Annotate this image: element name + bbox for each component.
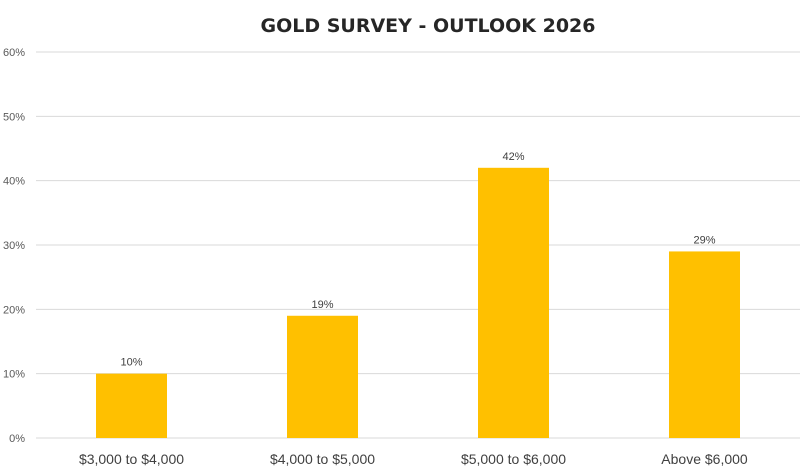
data-label: 19% bbox=[311, 299, 333, 311]
data-labels: 10% 19% 42% 29% bbox=[120, 151, 715, 369]
y-tick-label: 60% bbox=[3, 47, 25, 59]
y-tick-label: 10% bbox=[3, 369, 25, 381]
x-axis-categories: $3,000 to $4,000 $4,000 to $5,000 $5,000 t… bbox=[79, 451, 748, 467]
y-tick-label: 0% bbox=[9, 433, 25, 445]
category-label: Above $6,000 bbox=[661, 451, 748, 467]
data-label: 10% bbox=[120, 357, 142, 369]
y-tick-label: 20% bbox=[3, 304, 25, 316]
bar bbox=[478, 167, 549, 439]
data-label: 42% bbox=[502, 151, 524, 163]
y-tick-label: 40% bbox=[3, 176, 25, 188]
chart-title: GOLD SURVEY - OUTLOOK 2026 bbox=[260, 15, 595, 37]
bars bbox=[96, 167, 740, 439]
bar bbox=[669, 251, 740, 438]
category-label: $4,000 to $5,000 bbox=[270, 451, 375, 467]
bar bbox=[96, 373, 167, 438]
y-tick-label: 30% bbox=[3, 240, 25, 252]
y-axis-ticks: 0% 10% 20% 30% 40% 50% 60% bbox=[3, 47, 25, 445]
category-label: $3,000 to $4,000 bbox=[79, 451, 184, 467]
y-tick-label: 50% bbox=[3, 111, 25, 123]
data-label: 29% bbox=[693, 234, 715, 246]
category-label: $5,000 to $6,000 bbox=[461, 451, 566, 467]
bar bbox=[287, 315, 358, 438]
